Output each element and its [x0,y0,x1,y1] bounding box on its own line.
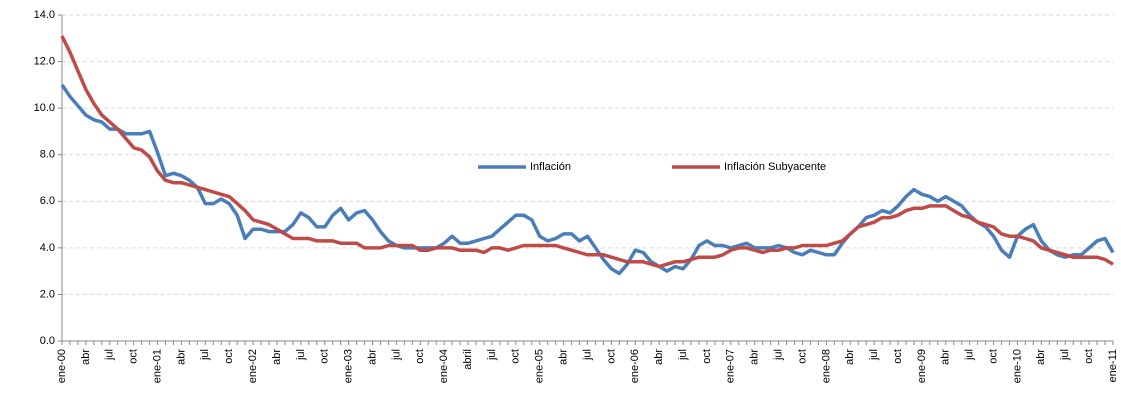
x-tick-label: ene-05 [534,349,546,383]
x-tick-label: abr [749,349,761,365]
x-tick-label: ene-01 [151,349,163,383]
x-tick-label: abr [940,349,952,365]
y-tick-label: 0.0 [40,335,55,347]
x-tick-label: jul [390,349,402,361]
legend-label: Inflación [530,161,571,173]
x-tick-label: ene-02 [247,349,259,383]
x-tick-label: ene-09 [916,349,928,383]
x-tick-label: abr [80,349,92,365]
x-tick-label: oct [892,349,904,364]
x-tick-label: abr [175,349,187,365]
x-tick-label: ene-06 [629,349,641,383]
y-tick-label: 10.0 [34,102,55,114]
legend-label: Inflación Subyacente [724,161,826,173]
y-tick-label: 12.0 [34,55,55,67]
series-line [60,35,1114,269]
x-tick-label: jul [868,349,880,361]
x-tick-label: jul [772,349,784,361]
x-tick-label: oct [1083,349,1095,364]
y-tick-label: 4.0 [40,242,55,254]
x-tick-label: ene-00 [56,349,68,383]
x-tick-label: oct [701,349,713,364]
x-tick-label: oct [605,349,617,364]
x-tick-label: abr [366,349,378,365]
x-tick-label: oct [319,349,331,364]
x-tick-label: abr [271,349,283,365]
x-tick-label: ene-07 [725,349,737,383]
x-tick-label: abr [558,349,570,365]
x-tick-label: jul [295,349,307,361]
x-tick-label: oct [223,349,235,364]
x-tick-label: ene-10 [1011,349,1023,383]
x-tick-label: oct [128,349,140,364]
y-tick-label: 6.0 [40,195,55,207]
x-tick-label: ene-11 [1107,349,1119,382]
x-tick-label: abr [844,349,856,365]
series-line [60,83,1115,276]
x-tick-label: oct [510,349,522,364]
x-tick-label: oct [987,349,999,364]
x-tick-label: jul [486,349,498,361]
x-tick-label: abril [462,349,474,370]
x-tick-label: jul [581,349,593,361]
x-tick-label: jul [1059,349,1071,361]
y-tick-label: 8.0 [40,149,55,161]
x-tick-label: jul [199,349,211,361]
x-tick-label: oct [796,349,808,364]
x-tick-label: oct [414,349,426,364]
x-tick-label: jul [104,349,116,361]
x-tick-label: jul [677,349,689,361]
x-tick-label: ene-03 [343,349,355,383]
x-tick-label: jul [964,349,976,361]
y-tick-label: 14.0 [34,9,55,21]
x-tick-label: ene-08 [820,349,832,383]
x-tick-label: abr [653,349,665,365]
y-tick-label: 2.0 [40,288,55,300]
x-tick-label: abr [1035,349,1047,365]
x-tick-label: ene-04 [438,349,450,383]
